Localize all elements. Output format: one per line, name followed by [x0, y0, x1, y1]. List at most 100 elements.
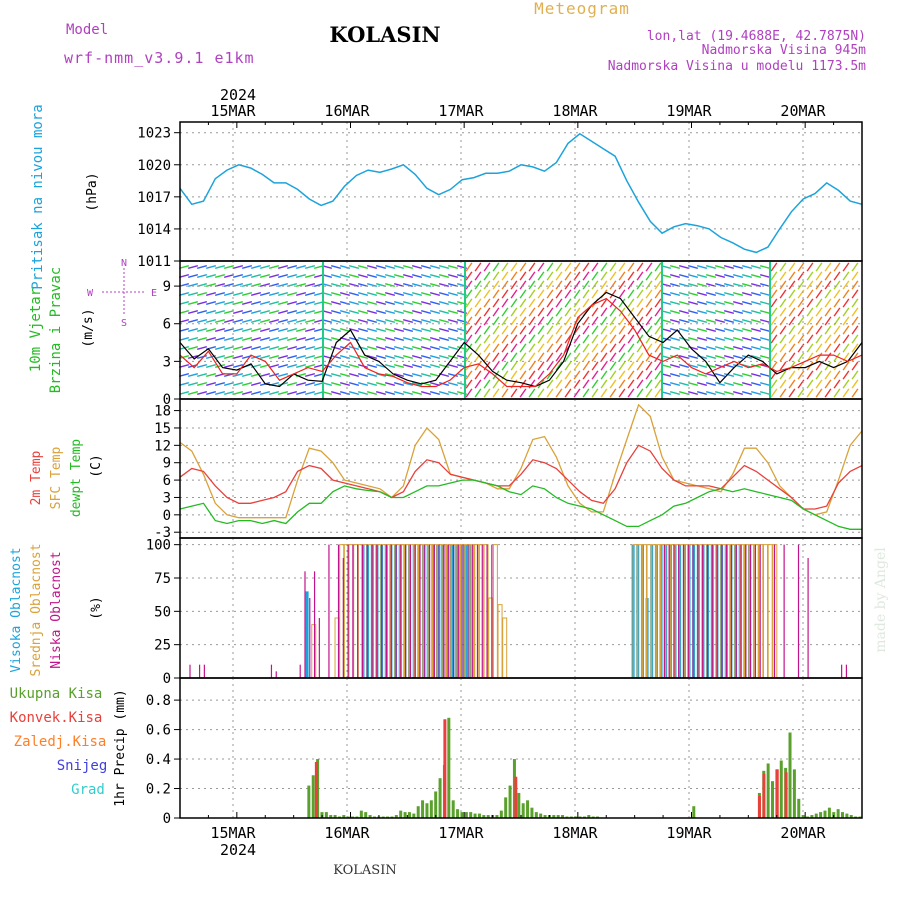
wind-arrow: [797, 352, 805, 362]
wind-arrow: [687, 364, 699, 368]
wind-arrow: [723, 391, 735, 395]
wind-arrow: [609, 343, 617, 353]
wind-arrow: [788, 316, 796, 326]
wind-arrow: [357, 265, 369, 269]
temp-unit: (C): [89, 454, 104, 477]
wind-arrow: [732, 346, 744, 350]
wind-arrow: [438, 292, 450, 296]
wind-arrow: [546, 280, 554, 290]
wind-arrow: [678, 265, 690, 269]
wind-arrow: [779, 343, 787, 353]
wind-arrow: [483, 280, 491, 290]
wind-arrow: [330, 328, 342, 332]
wind-arrow: [348, 265, 360, 269]
wind-arrow: [750, 319, 762, 323]
wind-arrow: [696, 328, 708, 332]
wind-arrow: [295, 346, 307, 350]
wind-arrow: [851, 379, 859, 389]
wind-arrow: [411, 337, 423, 341]
wind-arrow: [546, 334, 554, 344]
wind-arrow: [669, 391, 681, 395]
wind-arrow: [465, 352, 473, 362]
1-tick-label: 9: [163, 279, 171, 295]
wind-arrow: [339, 355, 351, 359]
wind-arrow: [546, 289, 554, 299]
wind-arrow: [384, 391, 396, 395]
wind-arrow: [851, 334, 859, 344]
wind-arrow: [723, 355, 735, 359]
wind-arrow: [214, 382, 226, 386]
wind-arrow: [741, 301, 753, 305]
4-tick-label: 0.6: [146, 723, 171, 739]
wind-arrow: [824, 370, 832, 380]
wind-arrow: [609, 352, 617, 362]
wind-arrow: [741, 346, 753, 350]
wind-arrow: [295, 364, 307, 368]
wind-arrow: [429, 301, 441, 305]
precip-total-bar: [552, 815, 556, 818]
precip-total-bar: [849, 815, 853, 818]
wind-arrow: [223, 391, 235, 395]
wind-arrow: [687, 301, 699, 305]
wind-arrow: [770, 370, 778, 380]
cloud-mid-bar: [660, 544, 666, 678]
precip-legend-item: Zaledj.Kisa: [14, 734, 107, 750]
wind-arrow: [851, 352, 859, 362]
wind-arrow: [402, 337, 414, 341]
wind-arrow: [618, 298, 626, 308]
wind-arrow: [636, 298, 644, 308]
wind-arrow: [519, 325, 527, 335]
wind-arrow: [304, 319, 316, 323]
wind-arrow: [600, 379, 608, 389]
wind-arrow: [851, 325, 859, 335]
wind-arrow: [687, 265, 699, 269]
wind-arrow: [519, 316, 527, 326]
wind-arrow: [833, 307, 841, 317]
precip-total-bar: [451, 800, 455, 818]
wind-arrow: [555, 352, 563, 362]
wind-arrow: [214, 274, 226, 278]
wind-arrow: [564, 325, 572, 335]
wind-arrow: [759, 265, 771, 269]
precip-total-bar: [556, 815, 560, 818]
wind-arrow: [654, 334, 662, 344]
wind-arrow: [465, 289, 473, 299]
wind-arrow: [546, 352, 554, 362]
cloud-mid-bar: [744, 544, 750, 678]
wind-arrow: [268, 373, 280, 377]
wind-arrow: [788, 343, 796, 353]
precip-total-bar: [788, 732, 792, 818]
day-label-bottom: 15MAR: [210, 824, 256, 842]
wind-arrow: [483, 370, 491, 380]
wind-arrow: [824, 334, 832, 344]
wind-arrow: [438, 328, 450, 332]
wind-arrow: [741, 337, 753, 341]
wind-arrow: [330, 346, 342, 350]
wind-arrow: [546, 307, 554, 317]
wind-arrow: [357, 274, 369, 278]
wind-arrow: [645, 298, 653, 308]
wind-arrow: [788, 379, 796, 389]
wind-arrow: [842, 280, 850, 290]
wind-arrow: [474, 271, 482, 281]
wind-arrow: [609, 361, 617, 371]
wind-arrow: [851, 271, 859, 281]
wind-arrow: [654, 316, 662, 326]
0-tick-label: 1014: [137, 222, 171, 238]
wind-arrow: [420, 373, 432, 377]
wind-arrow: [304, 274, 316, 278]
wind-arrow: [770, 289, 778, 299]
wind-arrow: [618, 379, 626, 389]
wind-arrow: [232, 391, 244, 395]
wind-arrow: [788, 298, 796, 308]
wind-arrow: [609, 280, 617, 290]
wind-arrow: [759, 382, 771, 386]
wind-arrow: [348, 328, 360, 332]
wind-arrow: [618, 343, 626, 353]
precip-total-bar: [561, 815, 565, 818]
wind-arrow: [824, 262, 832, 272]
wind-arrow: [384, 301, 396, 305]
wind-arrow: [528, 271, 536, 281]
wind-arrow: [546, 343, 554, 353]
